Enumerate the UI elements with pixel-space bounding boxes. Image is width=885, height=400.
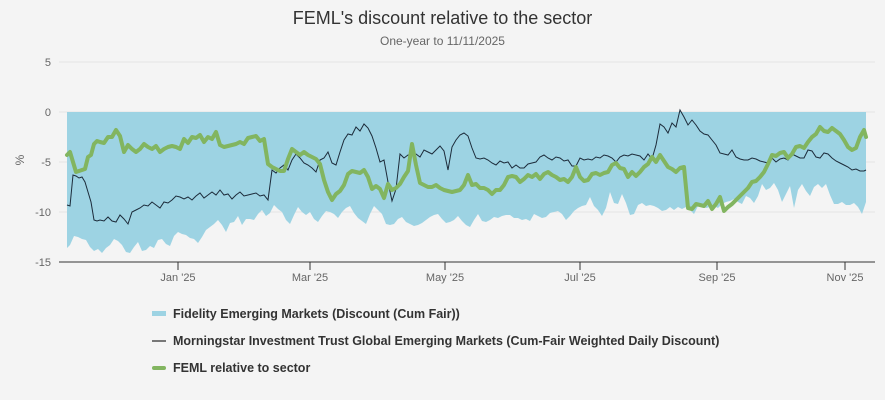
legend-item-sector[interactable]: Morningstar Investment Trust Global Emer… [152,327,719,354]
svg-text:Jul '25: Jul '25 [564,272,595,284]
line-swatch-icon [152,365,166,370]
svg-text:Jan '25: Jan '25 [160,272,195,284]
sector-discount-line[interactable] [66,108,867,226]
legend-item-relative[interactable]: FEML relative to sector [152,354,719,381]
legend: Fidelity Emerging Markets (Discount (Cum… [152,300,719,381]
svg-text:Sep '25: Sep '25 [699,272,736,284]
svg-text:Nov '25: Nov '25 [827,272,864,284]
svg-text:-5: -5 [41,157,51,169]
line-swatch-icon [152,339,166,342]
legend-label: Fidelity Emerging Markets (Discount (Cum… [173,306,460,321]
legend-label: FEML relative to sector [173,360,311,375]
svg-text:Mar '25: Mar '25 [292,272,328,284]
svg-text:-15: -15 [35,257,51,269]
legend-item-fidelity[interactable]: Fidelity Emerging Markets (Discount (Cum… [152,300,719,327]
svg-text:5: 5 [45,57,51,69]
chart-subtitle: One-year to 11/11/2025 [380,34,505,48]
legend-label: Morningstar Investment Trust Global Emer… [173,333,720,348]
svg-text:0: 0 [45,107,51,119]
area-swatch-icon [152,311,166,316]
svg-text:May '25: May '25 [426,272,464,284]
x-axis-ticks: Jan '25 Mar '25 May '25 Jul '25 Sep '25 Nov '… [160,262,863,284]
chart-title: FEML's discount relative to the sector [292,8,593,28]
feml-relative-line[interactable] [65,125,868,213]
svg-text:-10: -10 [35,207,51,219]
y-axis-title: % [13,154,27,165]
chart-plot-area: 5 0 -5 -10 -15 % Jan '25 Mar '25 May '25 Jul '2… [13,57,875,284]
y-axis-labels: 5 0 -5 -10 -15 [35,57,51,269]
